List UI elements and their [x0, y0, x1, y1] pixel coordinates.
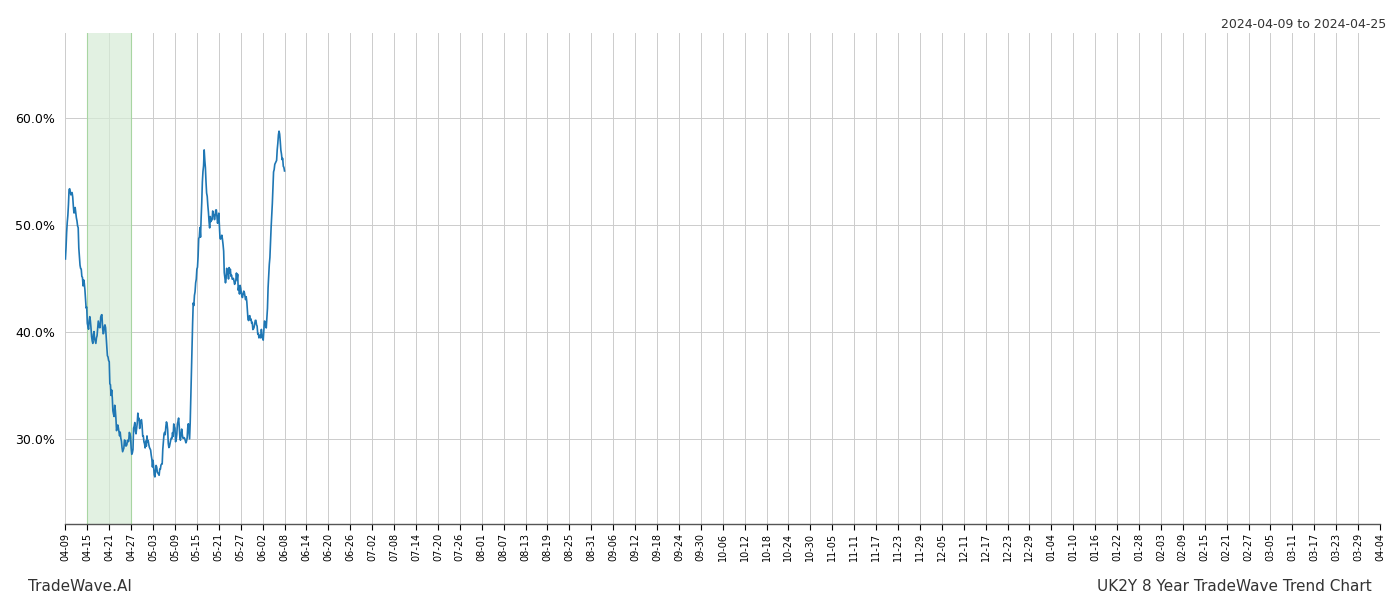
- Text: UK2Y 8 Year TradeWave Trend Chart: UK2Y 8 Year TradeWave Trend Chart: [1098, 579, 1372, 594]
- Text: 2024-04-09 to 2024-04-25: 2024-04-09 to 2024-04-25: [1221, 18, 1386, 31]
- Text: TradeWave.AI: TradeWave.AI: [28, 579, 132, 594]
- Bar: [87, 33, 132, 524]
